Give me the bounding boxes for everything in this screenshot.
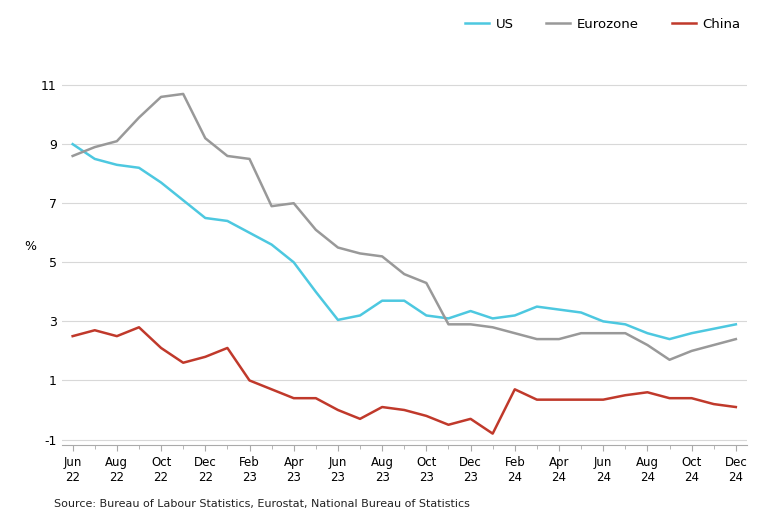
US (532, 304, 541, 310)
Eurozone (466, 321, 475, 327)
Line: Eurozone: Eurozone (72, 94, 736, 360)
China (267, 386, 276, 392)
US (444, 315, 453, 322)
China (621, 392, 630, 398)
US (665, 336, 675, 342)
Eurozone (267, 203, 276, 209)
US (709, 326, 718, 332)
US (201, 215, 210, 221)
US (68, 141, 77, 147)
China (511, 386, 520, 392)
Line: US: US (72, 144, 736, 339)
China (377, 404, 387, 410)
Eurozone (311, 227, 320, 233)
China (245, 377, 254, 383)
US (687, 330, 696, 336)
Eurozone (134, 115, 143, 121)
China (156, 345, 166, 351)
US (732, 321, 741, 327)
Legend: US, Eurozone, China: US, Eurozone, China (465, 18, 740, 31)
Eurozone (223, 153, 232, 159)
US (112, 162, 122, 168)
US (267, 242, 276, 248)
Eurozone (532, 336, 541, 342)
China (112, 333, 122, 339)
US (179, 197, 188, 203)
China (333, 407, 343, 413)
Eurozone (488, 324, 497, 330)
Eurozone (687, 348, 696, 354)
China (134, 324, 143, 330)
China (422, 413, 431, 419)
US (400, 297, 409, 304)
China (400, 407, 409, 413)
US (621, 321, 630, 327)
Line: China: China (72, 327, 736, 434)
US (422, 312, 431, 318)
US (245, 230, 254, 236)
US (511, 312, 520, 318)
Eurozone (356, 250, 365, 257)
Eurozone (709, 342, 718, 348)
US (223, 218, 232, 224)
China (179, 359, 188, 366)
Eurozone (665, 357, 675, 363)
China (577, 397, 586, 403)
Eurozone (577, 330, 586, 336)
US (311, 289, 320, 295)
China (709, 401, 718, 407)
Y-axis label: %: % (24, 241, 36, 253)
Eurozone (444, 321, 453, 327)
Eurozone (400, 271, 409, 277)
Eurozone (156, 94, 166, 100)
China (643, 389, 652, 395)
Eurozone (201, 135, 210, 141)
China (223, 345, 232, 351)
Eurozone (554, 336, 564, 342)
China (665, 395, 675, 401)
Eurozone (422, 280, 431, 286)
China (532, 397, 541, 403)
Eurozone (112, 138, 122, 144)
China (356, 416, 365, 422)
US (156, 180, 166, 186)
US (643, 330, 652, 336)
Eurozone (68, 153, 77, 159)
China (598, 397, 608, 403)
Eurozone (90, 144, 99, 150)
Eurozone (245, 156, 254, 162)
China (444, 422, 453, 428)
China (289, 395, 298, 401)
Eurozone (598, 330, 608, 336)
US (377, 297, 387, 304)
US (554, 307, 564, 313)
US (577, 309, 586, 315)
China (732, 404, 741, 410)
Text: Source: Bureau of Labour Statistics, Eurostat, National Bureau of Statistics: Source: Bureau of Labour Statistics, Eur… (54, 499, 470, 509)
US (289, 259, 298, 265)
China (311, 395, 320, 401)
US (598, 318, 608, 325)
Eurozone (621, 330, 630, 336)
China (466, 416, 475, 422)
China (554, 397, 564, 403)
China (68, 333, 77, 339)
China (201, 354, 210, 360)
Eurozone (333, 244, 343, 250)
China (488, 431, 497, 437)
US (134, 165, 143, 171)
US (356, 312, 365, 318)
China (687, 395, 696, 401)
US (488, 315, 497, 322)
Eurozone (511, 330, 520, 336)
US (466, 308, 475, 314)
US (333, 317, 343, 323)
Eurozone (732, 336, 741, 342)
Eurozone (643, 342, 652, 348)
Eurozone (179, 91, 188, 97)
China (90, 327, 99, 333)
Eurozone (289, 200, 298, 206)
Eurozone (377, 253, 387, 260)
US (90, 156, 99, 162)
